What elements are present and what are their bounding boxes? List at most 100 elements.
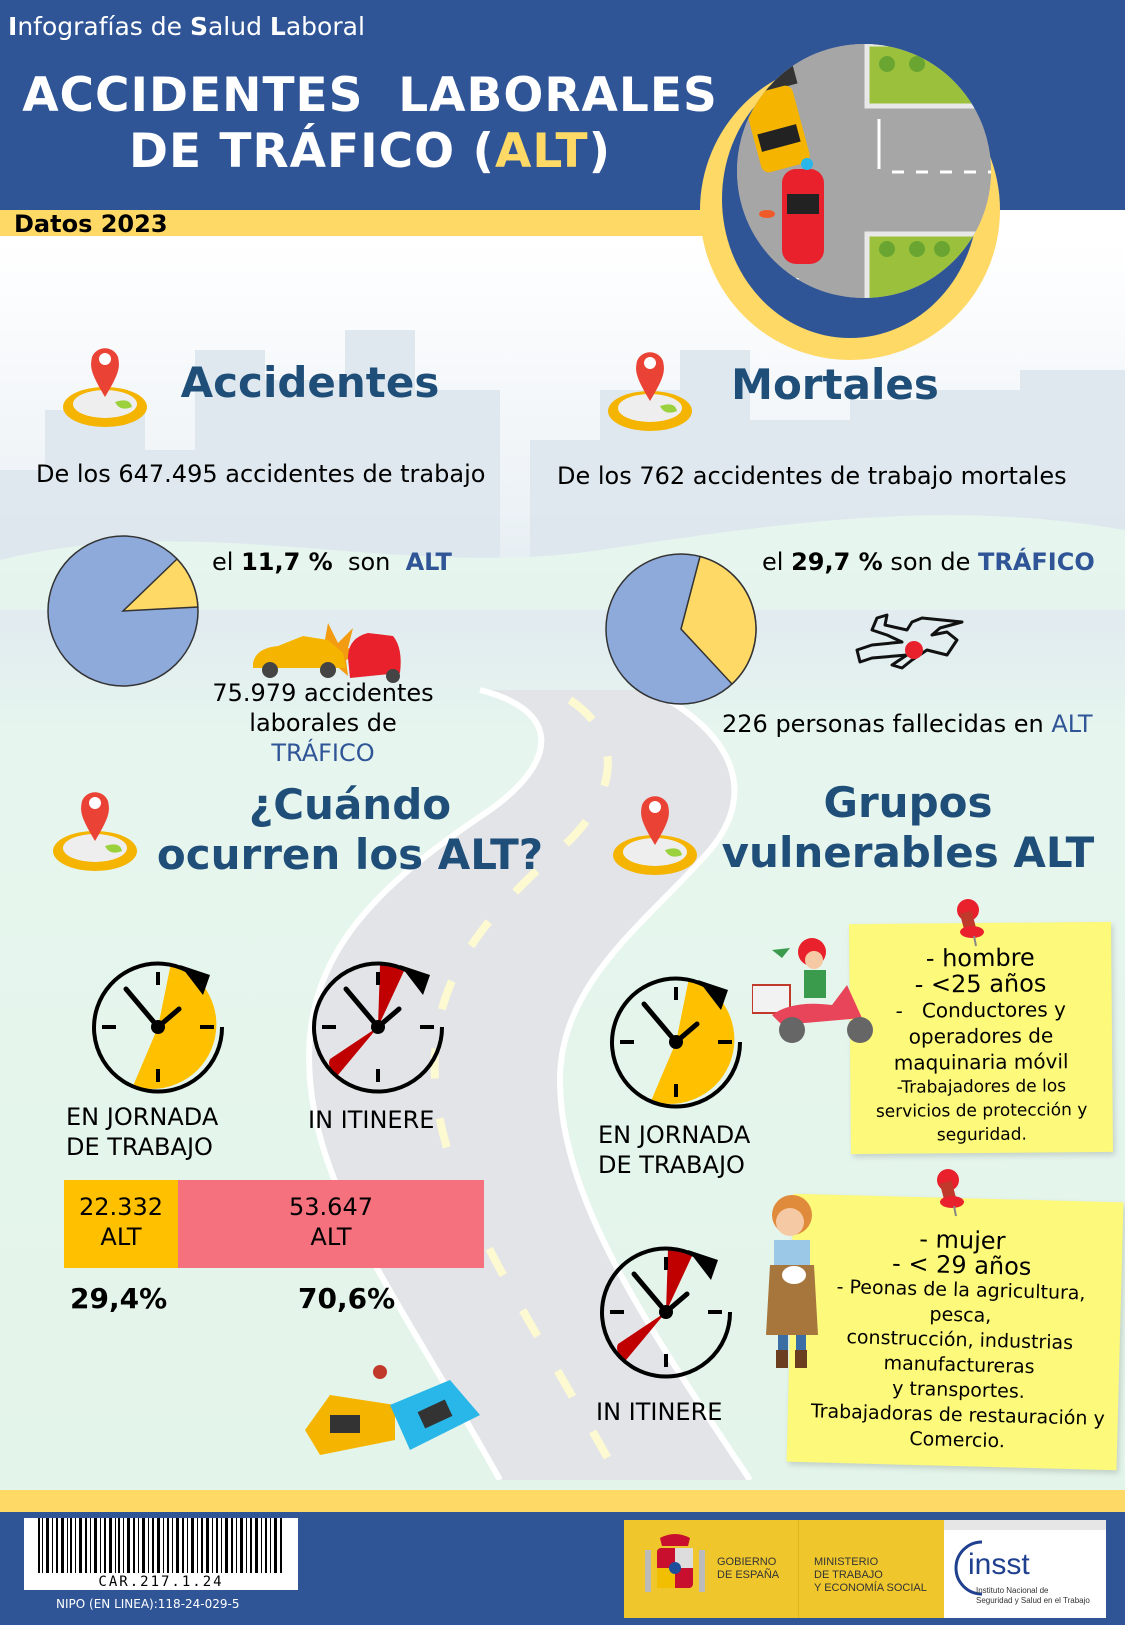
stat-value: 29,7 %: [791, 548, 883, 576]
spain-coat-of-arms-icon: [645, 1534, 705, 1592]
farmer-woman-icon: [766, 1195, 818, 1368]
note-line: seguridad.: [936, 1124, 1027, 1146]
jornada-label: EN JORNADA DE TRABAJO: [66, 1102, 218, 1162]
delivery-scooter-icon: [752, 938, 873, 1043]
year-label: Datos 2023: [14, 210, 168, 238]
note-line: - <25 años: [914, 969, 1047, 999]
mortales-total: 226 personas fallecidas en ALT: [722, 710, 1093, 738]
barcode-bars-icon: [38, 1518, 282, 1573]
insst-line-1: Instituto Nacional de: [976, 1586, 1049, 1595]
series-subtitle: Infografías de Salud Laboral: [8, 12, 365, 41]
total-prefix: laborales de: [249, 709, 397, 737]
total-line-1: 75.979 accidentes: [212, 679, 434, 707]
title-accent: ALT: [494, 124, 589, 179]
barcode-label: CAR.217.1.24: [98, 1574, 224, 1590]
heading-line-2: ocurren los ALT?: [156, 830, 544, 879]
city-skyline-background: [0, 330, 1125, 610]
heading-line-1: Grupos: [823, 778, 993, 827]
insst-wordmark: insst: [968, 1548, 1030, 1581]
label-line-1: EN JORNADA: [66, 1103, 219, 1131]
gobierno-label: GOBIERNO DE ESPAÑA: [717, 1556, 779, 1582]
jornada-unit: ALT: [100, 1223, 142, 1251]
min-line-2: DE TRABAJO: [814, 1569, 883, 1581]
sticky-note-mujer: - mujer - < 29 años - Peonas de la agric…: [786, 1193, 1124, 1471]
accidentes-heading: Accidentes: [180, 358, 440, 407]
stat-value: 11,7 %: [241, 548, 333, 576]
subtitle-part: nfografías de: [17, 12, 190, 41]
mortales-intro: De los 762 accidentes de trabajo mortale…: [557, 462, 1067, 490]
grupos-jornada-label: EN JORNADA DE TRABAJO: [598, 1120, 750, 1180]
clock-jornada-icon: [92, 961, 225, 1094]
itinere-label: IN ITINERE: [308, 1106, 435, 1134]
map-pin-icon: [613, 796, 697, 875]
note-line: -Trabajadores de los: [896, 1076, 1067, 1098]
label-line-2: DE TRABAJO: [66, 1133, 213, 1161]
total-accent: TRÁFICO: [271, 739, 375, 767]
sticky-note-hombre: - hombre - <25 años - Conductores y oper…: [849, 921, 1113, 1155]
insst-fullname: Instituto Nacional de Seguridad y Salud …: [976, 1586, 1090, 1606]
stat-prefix: el: [762, 548, 792, 576]
map-pin-icon: [608, 352, 692, 431]
label-line-2: DE TRABAJO: [598, 1151, 745, 1179]
mortales-pie-chart: [605, 553, 757, 705]
total-accent: ALT: [1051, 710, 1093, 738]
subtitle-part: I: [8, 12, 18, 41]
stat-mid: son de: [882, 548, 978, 576]
two-car-collision-icon: [305, 1365, 480, 1455]
winding-road-background: [306, 687, 753, 1480]
insst-arc-icon: [954, 1540, 983, 1596]
title-line-2: DE TRÁFICO (ALT): [20, 124, 720, 180]
accidentes-intro: De los 647.495 accidentes de trabajo: [36, 460, 486, 488]
subtitle-part: alud: [207, 12, 270, 41]
logo-divider: [798, 1520, 799, 1618]
total-prefix: 226 personas fallecidas en: [722, 710, 1052, 738]
jornada-percentage: 29,4%: [70, 1282, 168, 1315]
heading-line-1: ¿Cuándo: [248, 780, 452, 829]
total-line-2: laborales de TRÁFICO: [196, 708, 450, 768]
road-crash-illustration: [737, 44, 991, 298]
note-line: operadores de: [908, 1023, 1054, 1049]
note-content: - mujer - < 29 años - Peonas de la agric…: [787, 1194, 1124, 1458]
accidentes-stat: el 11,7 % son ALT: [212, 548, 452, 576]
stat-label: ALT: [405, 548, 452, 576]
mortales-stat: el 29,7 % son de TRÁFICO: [762, 548, 1095, 576]
stat-mid: son: [332, 548, 406, 576]
min-line-3: Y ECONOMÍA SOCIAL: [814, 1582, 927, 1594]
footer-accent-bar: [0, 1490, 1125, 1512]
body-outline-icon: [855, 613, 964, 670]
clock-jornada-icon: [610, 976, 743, 1109]
cuando-heading: ¿Cuándo ocurren los ALT?: [150, 780, 550, 880]
title-suffix: ): [588, 124, 612, 179]
stat-prefix: el: [212, 548, 242, 576]
note-line: maquinaria móvil: [893, 1049, 1069, 1075]
clock-itinere-icon: [312, 961, 445, 1094]
title-line-1: ACCIDENTES LABORALES: [22, 68, 718, 123]
itinere-unit: ALT: [310, 1223, 352, 1251]
jornada-count: 22.332: [79, 1193, 163, 1221]
map-pin-icon: [63, 348, 147, 427]
itinere-bar: 53.647 ALT: [178, 1180, 484, 1268]
gov-line-1: GOBIERNO: [717, 1556, 777, 1568]
gov-line-2: DE ESPAÑA: [717, 1569, 780, 1581]
page-title: ACCIDENTES LABORALES DE TRÁFICO (ALT): [20, 68, 720, 180]
pushpin-icon: [937, 1169, 964, 1217]
jornada-bar: 22.332 ALT: [64, 1180, 178, 1268]
nipo-code: NIPO (EN LINEA):118-24-029-5: [56, 1597, 240, 1611]
insst-top-band: [944, 1520, 1106, 1530]
pushpin-icon: [957, 899, 984, 947]
title-prefix: DE TRÁFICO (: [128, 124, 495, 179]
subtitle-part: aboral: [285, 12, 365, 41]
heading-line-2: vulnerables ALT: [721, 828, 1095, 877]
clock-itinere-icon: [600, 1246, 733, 1379]
year-banner: [0, 210, 720, 236]
subtitle-part: S: [189, 12, 208, 41]
map-pin-icon: [53, 792, 137, 871]
insst-logo-block: insst Instituto Nacional de Seguridad y …: [944, 1520, 1106, 1618]
stat-label: TRÁFICO: [977, 548, 1095, 576]
itinere-percentage: 70,6%: [298, 1282, 396, 1315]
accidentes-total: 75.979 accidentes laborales de TRÁFICO: [196, 678, 450, 768]
car-crash-icon: [253, 623, 401, 683]
accidentes-pie-chart: [47, 535, 199, 687]
label-line-1: EN JORNADA: [598, 1121, 751, 1149]
grupos-itinere-label: IN ITINERE: [596, 1398, 723, 1426]
